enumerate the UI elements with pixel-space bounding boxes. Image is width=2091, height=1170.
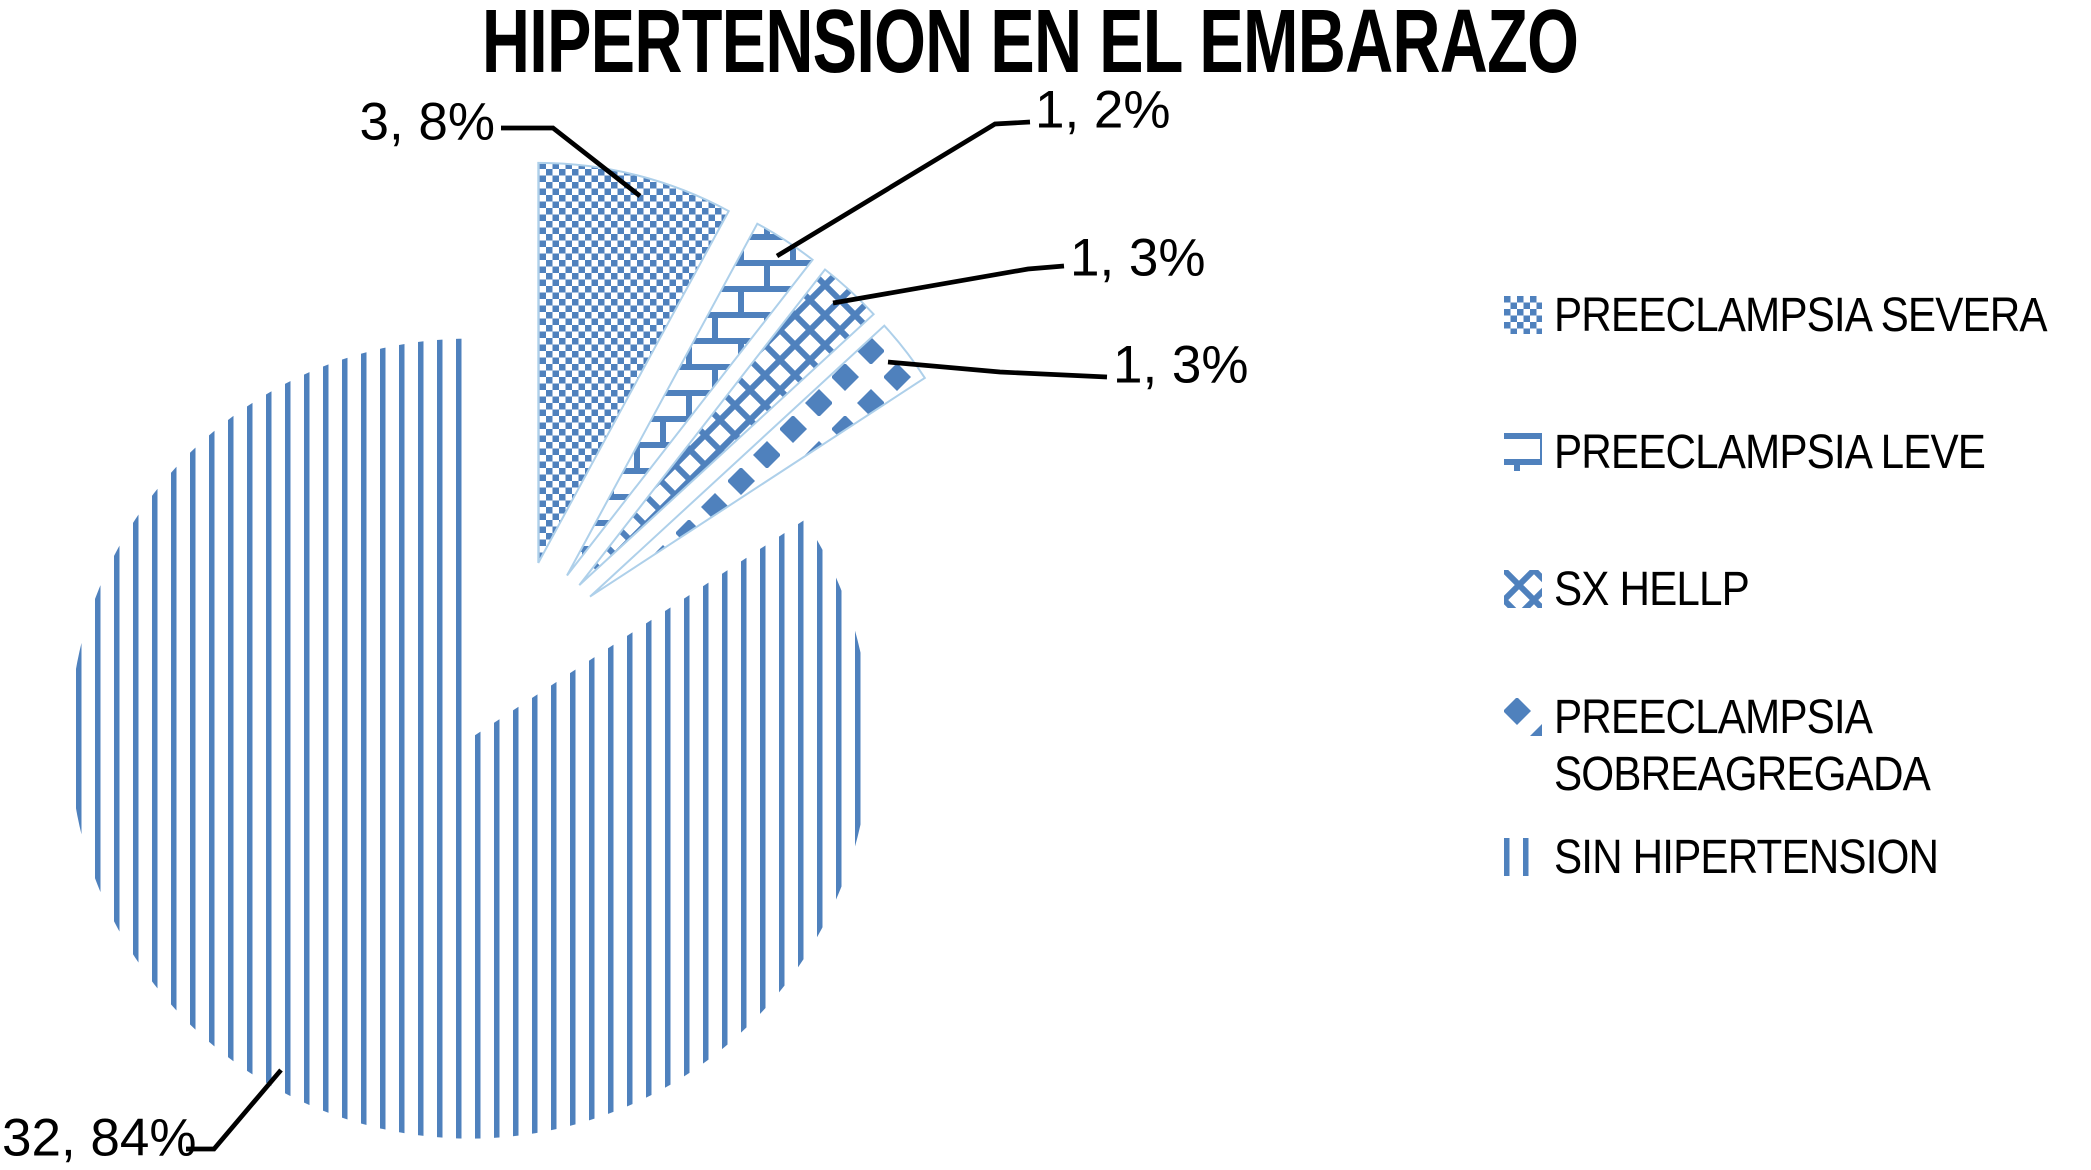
pie-slice-preeclampsia-leve xyxy=(566,222,815,577)
data-label-sx-hellp: 1, 3% xyxy=(1070,228,1206,288)
pie-slice-preeclampsia-sobreagregada xyxy=(589,324,927,598)
leader-line-preeclampsia-leve xyxy=(775,119,1031,259)
leader-lines-group xyxy=(186,119,1108,1152)
pie-slices-group xyxy=(69,161,927,1139)
data-label-preeclampsia-leve: 1, 2% xyxy=(1035,80,1171,140)
data-label-sin-hipertension: 32, 84% xyxy=(2,1108,197,1168)
pie-slice-sin-hipertension xyxy=(69,338,870,1139)
leader-line-preeclampsia-sobreagregada xyxy=(887,359,1108,380)
pie-slice-sx-hellp xyxy=(578,268,876,586)
leader-line-sin-hipertension xyxy=(186,1068,283,1152)
data-label-preeclampsia-severa: 3, 8% xyxy=(359,92,495,152)
leader-line-sx-hellp xyxy=(832,263,1065,306)
leader-line-preeclampsia-severa xyxy=(501,125,642,198)
chart-title: HIPERTENSION EN EL EMBARAZO xyxy=(481,0,1579,92)
pie-slice-preeclampsia-severa xyxy=(537,161,731,564)
data-label-preeclampsia-sobreagregada: 1, 3% xyxy=(1113,335,1249,395)
